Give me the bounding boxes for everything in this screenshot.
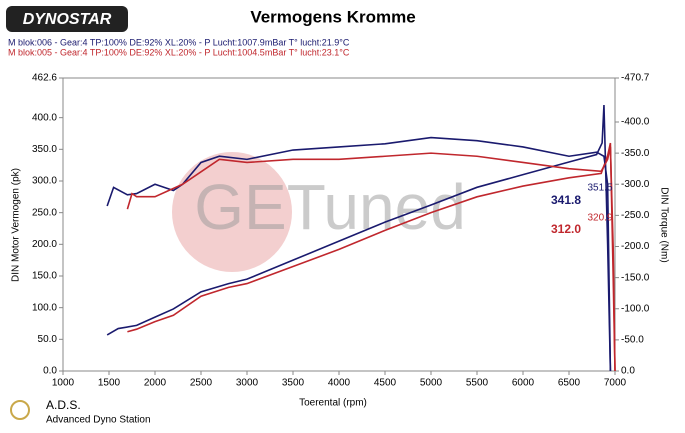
logo: DYNOSTAR (23, 11, 112, 28)
y2-tick-label: -150.0 (621, 272, 650, 283)
y-tick-label: 462.6 (32, 73, 57, 84)
series-line (127, 142, 616, 372)
y2-tick-label: -250.0 (621, 210, 650, 221)
y-tick-label: 400.0 (32, 112, 57, 123)
series-line (126, 146, 616, 372)
y-tick-label: 100.0 (32, 302, 57, 313)
y2-tick-label: -300.0 (621, 179, 650, 190)
series-line (106, 136, 612, 372)
y-tick-label: 350.0 (32, 144, 57, 155)
series-line (106, 104, 612, 372)
peak-label: 351.5 (587, 183, 612, 194)
peak-label: 312.0 (551, 222, 581, 236)
x-tick-label: 1000 (52, 378, 75, 389)
x-tick-label: 7000 (604, 378, 627, 389)
y2-tick-label: -100.0 (621, 303, 650, 314)
footer-subtitle: Advanced Dyno Station (46, 415, 151, 426)
x-tick-label: 1500 (98, 378, 121, 389)
title: Vermogens Kromme (250, 7, 415, 26)
y-tick-label: 150.0 (32, 271, 57, 282)
y2-tick-label: -400.0 (621, 117, 650, 128)
x-tick-label: 4500 (374, 378, 397, 389)
y-tick-label: 50.0 (38, 334, 58, 345)
peak-label: 320.9 (587, 213, 612, 224)
x-tick-label: 5500 (466, 378, 489, 389)
x-axis-label: Toerental (rpm) (299, 398, 367, 409)
y2-tick-label: -350.0 (621, 148, 650, 159)
watermark: GETuned (194, 171, 466, 243)
y-tick-label: 200.0 (32, 239, 57, 250)
footer-icon (10, 400, 30, 420)
footer-brand: A.D.S. (46, 398, 81, 412)
x-tick-label: 6500 (558, 378, 581, 389)
x-tick-label: 2500 (190, 378, 213, 389)
y2-tick-label: -200.0 (621, 241, 650, 252)
x-tick-label: 3500 (282, 378, 305, 389)
x-tick-label: 4000 (328, 378, 351, 389)
info-line: M blok:006 - Gear:4 TP:100% DE:92% XL:20… (8, 37, 350, 47)
x-tick-label: 2000 (144, 378, 167, 389)
y2-axis-label: DIN Torque (Nm) (658, 187, 669, 262)
watermark-circle (172, 152, 292, 272)
y-tick-label: 250.0 (32, 207, 57, 218)
y2-tick-label: -470.7 (621, 73, 650, 84)
x-tick-label: 3000 (236, 378, 259, 389)
y2-tick-label: 0.0 (621, 366, 635, 377)
y-axis-label: DIN Motor Vermogen (pk) (11, 168, 22, 282)
y-tick-label: 0.0 (43, 366, 57, 377)
y2-tick-label: -50.0 (621, 335, 644, 346)
peak-label: 341.8 (551, 193, 581, 207)
y-tick-label: 300.0 (32, 176, 57, 187)
logo-box (6, 6, 128, 32)
x-tick-label: 5000 (420, 378, 443, 389)
x-tick-label: 6000 (512, 378, 535, 389)
info-line: M blok:005 - Gear:4 TP:100% DE:92% XL:20… (8, 47, 350, 57)
